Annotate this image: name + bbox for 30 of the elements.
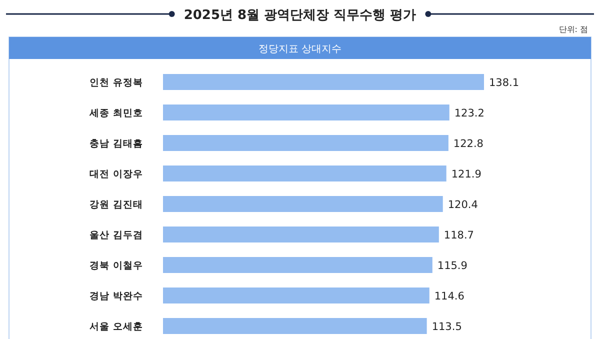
y-tick-label: 서울 오세훈 [90,322,143,332]
y-tick-label: 강원 김진태 [90,200,143,210]
y-tick-label: 경남 박완수 [90,291,143,302]
data-label: 122.8 [453,138,484,150]
data-label: 123.2 [454,108,484,120]
data-label: 115.9 [437,260,468,272]
bar [163,196,443,212]
text: 단위: 점 [558,25,588,34]
bar [163,135,448,151]
bar [163,288,430,304]
data-label: 114.6 [434,290,465,302]
data-label: 121.9 [451,168,482,180]
y-tick-label: 울산 김두겸 [90,230,143,241]
bar [163,104,450,120]
chart-subtitle: 정당지표 상대지수 [258,44,342,55]
y-tick-label: 대전 이장우 [90,169,143,180]
y-tick-label: 세종 최민호 [88,108,143,119]
data-label: 120.4 [448,199,478,211]
bar [163,74,484,90]
chart-title: 2025년 8월 광역단체장 직무수행 평가 [184,8,416,23]
data-label: 118.7 [444,230,474,242]
data-label: 113.5 [432,321,462,333]
data-label: 138.1 [489,77,520,89]
bar [163,318,427,334]
y-tick-label: 경북 이철우 [90,260,143,272]
bar [163,166,446,182]
y-tick-label: 인천 유정복 [90,78,143,88]
bar [163,226,439,242]
y-tick-label: 충남 김태흠 [90,138,143,150]
bar [163,257,432,273]
